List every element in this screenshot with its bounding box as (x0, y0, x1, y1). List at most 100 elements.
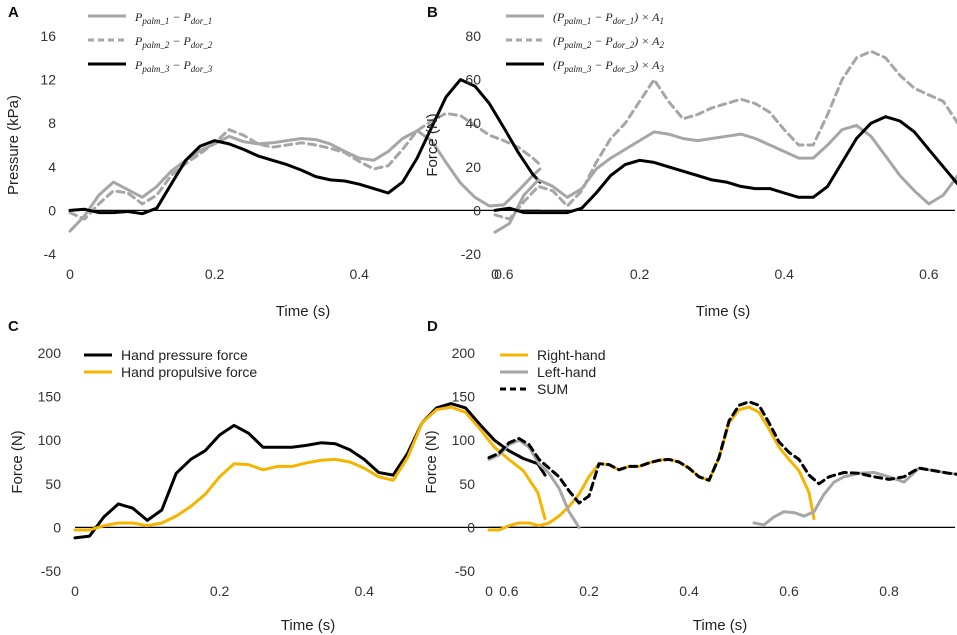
legend-label-part: palm_1 (141, 16, 169, 26)
y-axis-title: Force (N) (423, 430, 440, 493)
legend-label-part: (P (553, 34, 565, 48)
panel-b: B -20 0 20 40 60 80 0 0.2 0.4 0.6 Force (N) Time (s)… (424, 4, 957, 320)
x-axis-title: Time (s) (276, 303, 330, 320)
legend-label-part: palm_1 (563, 16, 591, 26)
y-tick-label: 0 (48, 202, 56, 218)
legend-label-part: − P (169, 10, 191, 24)
legend-label-part: palm_2 (141, 40, 170, 50)
x-tick-label: 0.4 (774, 266, 794, 282)
legend-label-part: 2 (660, 40, 665, 50)
legend-label: (Ppalm_1 − Pdor_1) × A1 (553, 10, 664, 26)
y-tick-label: 50 (459, 476, 475, 492)
legend-label-part: − P (169, 58, 191, 72)
y-tick-label: 50 (45, 476, 61, 492)
x-tick-label: 0.2 (630, 266, 650, 282)
legend-label-part: dor_2 (191, 40, 213, 50)
y-tick-label: 150 (38, 389, 62, 405)
x-tick-label: 0.4 (679, 583, 699, 599)
x-tick-label: 0.6 (499, 583, 519, 599)
y-tick-label: 12 (40, 72, 56, 88)
legend-label-part: − P (591, 34, 613, 48)
y-tick-label: 16 (40, 28, 56, 44)
panel-letter-b: B (427, 4, 438, 21)
y-tick-label: -50 (455, 563, 475, 579)
series-line-a-3 (68, 78, 542, 216)
series-line-a-2 (68, 111, 542, 221)
legend-label: Hand pressure force (121, 347, 248, 363)
legend-label-part: palm_3 (563, 64, 592, 74)
panel-letter-c: C (8, 318, 19, 335)
y-tick-label: 8 (48, 115, 56, 131)
y-tick-label: 200 (452, 345, 476, 361)
panel-c: C -50 0 50 100 150 200 0 0.2 0.4 0.6 Force (N) Time … (8, 318, 547, 634)
y-axis-title: Force (N) (424, 113, 441, 176)
legend-label: Ppalm_3 − Pdor_3 (134, 58, 213, 74)
legend-label: SUM (537, 381, 568, 397)
x-tick-label: 0.4 (354, 583, 374, 599)
series-line-d-3 (487, 400, 957, 505)
y-tick-label: -50 (41, 563, 61, 579)
y-tick-label: 100 (38, 432, 62, 448)
x-tick-label: 0 (66, 266, 74, 282)
x-tick-label: 0 (485, 583, 493, 599)
x-axis-title: Time (s) (696, 303, 750, 320)
x-axis-title: Time (s) (693, 617, 747, 634)
legend-label-part: (P (553, 58, 565, 72)
series-line-d-1 (487, 405, 816, 532)
legend-label: Ppalm_2 − Pdor_2 (134, 34, 213, 50)
x-tick-label: 0 (491, 266, 499, 282)
y-axis-title: Pressure (kPa) (5, 95, 22, 195)
legend-label: Ppalm_1 − Pdor_1 (134, 10, 212, 26)
legend-label-part: P (134, 10, 143, 24)
legend-label-part: palm_2 (563, 40, 592, 50)
x-tick-label: 0.2 (205, 266, 225, 282)
y-tick-label: 4 (48, 159, 56, 175)
y-tick-label: 60 (465, 72, 481, 88)
legend-label-part: ) × A (633, 10, 660, 24)
legend-label-part: (P (553, 10, 565, 24)
panel-a: A -4 0 4 8 12 16 0 0.2 0.4 0.6 Pressure (kPa) Time (… (5, 4, 542, 320)
y-tick-label: 200 (38, 345, 62, 361)
legend-label-part: dor_3 (613, 64, 635, 74)
x-tick-label: 0.6 (779, 583, 799, 599)
legend-label-part: ) × A (633, 58, 660, 72)
legend-label-part: − P (591, 58, 613, 72)
y-axis-title: Force (N) (9, 430, 26, 493)
legend-label-part: ) × A (633, 34, 660, 48)
legend-label-part: palm_3 (141, 64, 170, 74)
series-line-a-1 (68, 129, 542, 233)
legend-label-part: − P (591, 10, 613, 24)
legend-label-part: P (134, 58, 143, 72)
series-line-c-1 (73, 402, 547, 540)
legend-label-part: dor_1 (613, 16, 635, 26)
x-axis-title: Time (s) (281, 617, 335, 634)
y-tick-label: 80 (465, 28, 481, 44)
legend-label: Hand propulsive force (121, 364, 257, 380)
x-tick-label: 0.4 (349, 266, 369, 282)
x-tick-label: 0.6 (919, 266, 939, 282)
x-tick-label: 0 (71, 583, 79, 599)
y-tick-label: 0 (467, 519, 475, 535)
legend-label-part: dor_2 (613, 40, 635, 50)
legend-label-part: 1 (660, 16, 665, 26)
legend-label-part: dor_1 (191, 16, 213, 26)
legend-label: Left-hand (537, 364, 596, 380)
y-tick-label: -20 (461, 246, 481, 262)
legend-label-part: − P (169, 34, 191, 48)
legend-label: Right-hand (537, 347, 606, 363)
series-line-b-2 (493, 49, 957, 221)
y-tick-label: 0 (53, 519, 61, 535)
legend-label: (Ppalm_2 − Pdor_2) × A2 (553, 34, 665, 50)
x-tick-label: 0.8 (879, 583, 899, 599)
series-line-b-1 (493, 123, 957, 234)
series-line-b-3 (493, 115, 957, 215)
panel-letter-a: A (8, 4, 19, 21)
series-line-c-2 (73, 405, 547, 532)
y-tick-label: -4 (44, 246, 57, 262)
y-tick-label: 40 (465, 115, 481, 131)
legend-label-part: dor_3 (191, 64, 213, 74)
y-tick-label: 100 (452, 432, 476, 448)
legend-label-part: P (134, 34, 143, 48)
legend-label: (Ppalm_3 − Pdor_3) × A3 (553, 58, 665, 74)
